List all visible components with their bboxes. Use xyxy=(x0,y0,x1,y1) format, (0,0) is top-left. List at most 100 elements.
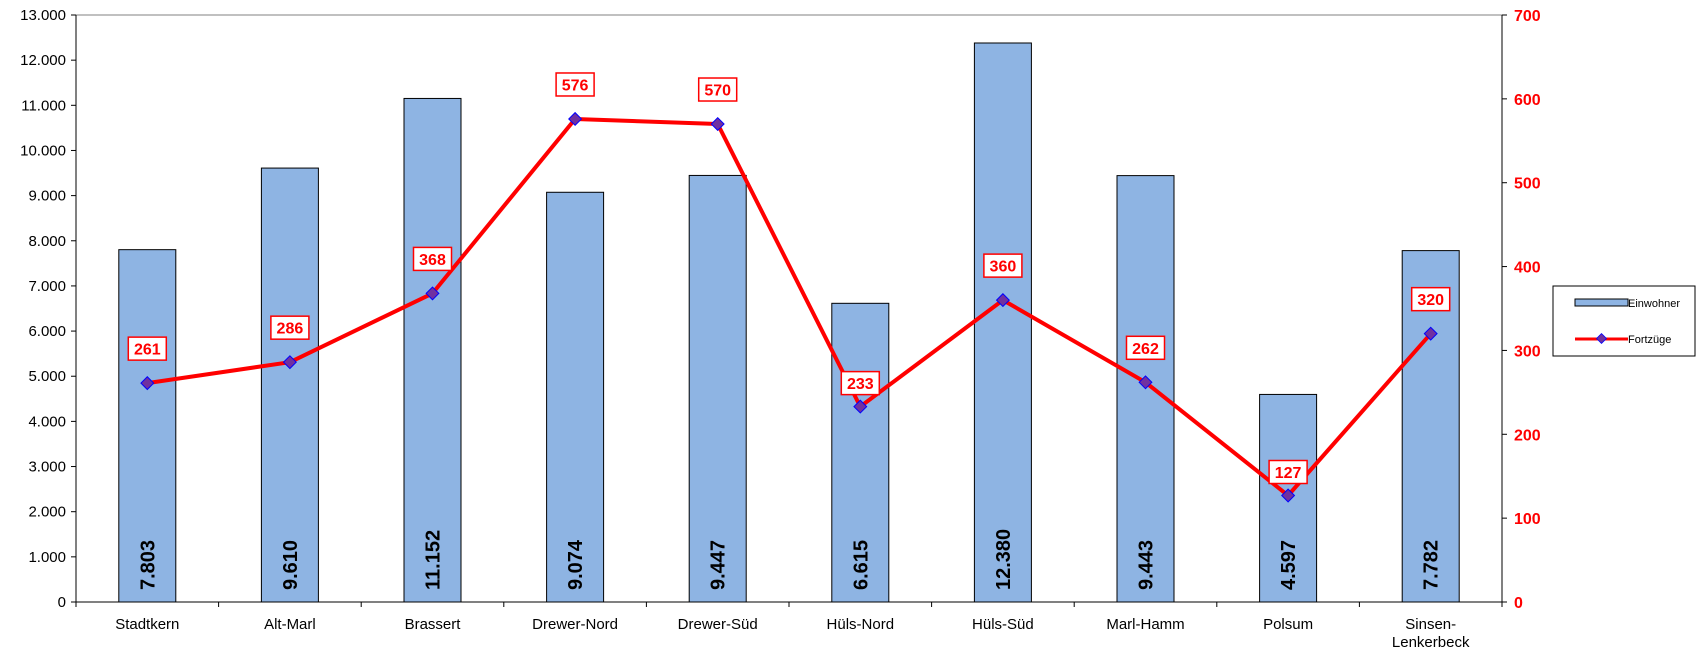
bar-value-label: 9.610 xyxy=(280,540,302,590)
line-value-box xyxy=(1410,286,1451,312)
line-point xyxy=(853,399,868,414)
y-left-tick-label: 10.000 xyxy=(20,142,66,159)
line-point xyxy=(1281,488,1296,503)
line-value-label: 127 xyxy=(1275,465,1302,482)
x-tick-label: Brassert xyxy=(405,616,462,633)
bar xyxy=(688,174,747,603)
bar-value-label: 7.803 xyxy=(137,540,159,590)
axes-layer: 0 1.000 2.000 3.000 4.000 5.000 6.000 7.000 8.00… xyxy=(20,7,1541,651)
y-left-tick-label: 1.000 xyxy=(28,549,66,566)
bar-value-label: 11.152 xyxy=(423,530,445,590)
line-value-label: 570 xyxy=(704,83,731,100)
line-point xyxy=(282,355,297,370)
x-tick-label-line: Brassert xyxy=(405,616,462,633)
y-left-tick-label: 7.000 xyxy=(28,278,66,295)
y-left-tick-label: 2.000 xyxy=(28,504,66,521)
x-tick-label: Marl-Hamm xyxy=(1106,616,1184,633)
line-value-box xyxy=(270,315,310,340)
bar xyxy=(403,97,462,603)
bar-value-label: 7.782 xyxy=(1421,540,1443,590)
x-tick-label-line: Hüls-Nord xyxy=(827,616,895,633)
bar-value-label: 9.447 xyxy=(708,540,730,590)
bar xyxy=(546,191,605,603)
y-right-tick-label: 700 xyxy=(1514,8,1541,25)
line-point xyxy=(425,286,440,301)
x-tick-label-line: Alt-Marl xyxy=(264,616,316,633)
bar xyxy=(118,249,177,603)
line-point xyxy=(1138,375,1153,390)
line-value-label: 262 xyxy=(1132,341,1159,358)
legend-label-fortzuege: Fortzüge xyxy=(1628,334,1671,346)
legend-label-einwohner: Einwohner xyxy=(1628,298,1680,310)
x-tick-label-line: Stadtkern xyxy=(115,616,179,633)
line-value-box xyxy=(412,246,453,272)
y-left-tick-label: 3.000 xyxy=(28,459,66,476)
x-tick-label-line: Lenkerbeck xyxy=(1392,634,1470,651)
line-value-label: 233 xyxy=(847,376,874,393)
line-value-box xyxy=(840,370,881,396)
x-tick-label-line: Sinsen- xyxy=(1405,616,1456,633)
y-left-tick-label: 12.000 xyxy=(20,52,66,69)
y-right-tick-label: 200 xyxy=(1514,427,1541,444)
x-tick-label: Hüls-Süd xyxy=(972,616,1034,633)
y-left-tick-label: 6.000 xyxy=(28,323,66,340)
line-point xyxy=(995,293,1010,308)
line-value-label: 368 xyxy=(419,252,446,269)
y-left-tick-label: 0 xyxy=(58,594,66,611)
y-right-tick-label: 400 xyxy=(1514,260,1541,277)
x-tick-label-line: Drewer-Süd xyxy=(678,616,758,633)
x-tick-label: Stadtkern xyxy=(115,616,179,633)
bar-value-label: 9.443 xyxy=(1136,540,1158,590)
legend: Einwohner Fortzüge xyxy=(1552,285,1696,357)
x-tick-label: Drewer-Nord xyxy=(532,616,618,633)
y-right-tick-label: 100 xyxy=(1514,511,1541,528)
y-right-tick-label: 0 xyxy=(1514,595,1523,612)
x-tick-label: Alt-Marl xyxy=(264,616,316,633)
line-value-box xyxy=(555,72,595,97)
legend-swatch-einwohner xyxy=(1574,298,1629,307)
line-point xyxy=(140,376,155,391)
bar xyxy=(973,42,1032,603)
line-point xyxy=(568,111,583,127)
x-tick-label: Hüls-Nord xyxy=(827,616,895,633)
labels-layer: 7.803 9.610 11.152 9.074 9.447 6.615 12.380 9.4… xyxy=(127,72,1451,590)
y-left-tick-label: 13.000 xyxy=(20,7,66,24)
line-value-label: 576 xyxy=(562,77,589,94)
line-point xyxy=(710,116,725,132)
line-value-box xyxy=(697,77,738,102)
legend-marker-fortzuege xyxy=(1595,332,1608,345)
line-value-label: 360 xyxy=(990,259,1017,276)
line-value-box xyxy=(983,253,1023,278)
y-right-tick-label: 300 xyxy=(1514,343,1541,360)
y-left-tick-label: 11.000 xyxy=(21,97,66,114)
line-point xyxy=(1423,326,1438,341)
y-right-tick-label: 600 xyxy=(1514,92,1541,109)
y-right-tick-label: 500 xyxy=(1514,176,1541,193)
y-left-tick-label: 4.000 xyxy=(28,413,66,430)
bar-value-label: 12.380 xyxy=(993,529,1015,590)
x-tick-label-line: Hüls-Süd xyxy=(972,616,1034,633)
line-layer xyxy=(140,111,1438,503)
x-tick-label-line: Drewer-Nord xyxy=(532,616,618,633)
y-left-tick-label: 8.000 xyxy=(28,233,66,250)
line-value-label: 261 xyxy=(134,342,161,359)
line-fortzuege xyxy=(147,116,1433,498)
line-value-label: 286 xyxy=(277,321,304,338)
bars-layer xyxy=(118,42,1460,603)
bar xyxy=(260,167,319,603)
line-value-label: 320 xyxy=(1417,292,1444,309)
line-value-box xyxy=(127,336,168,361)
x-tick-label: Drewer-Süd xyxy=(678,616,758,633)
x-tick-label: Polsum xyxy=(1263,616,1313,633)
line-value-box xyxy=(1125,335,1166,361)
bar-value-label: 6.615 xyxy=(850,540,872,590)
bar-value-label: 4.597 xyxy=(1278,540,1300,590)
legend-box xyxy=(1552,285,1696,357)
y-left-tick-label: 5.000 xyxy=(28,368,66,385)
line-value-box xyxy=(1268,459,1308,485)
x-tick-label-line: Polsum xyxy=(1263,616,1313,633)
x-tick-label-line: Marl-Hamm xyxy=(1106,616,1184,633)
x-tick-label: Sinsen-Lenkerbeck xyxy=(1392,616,1470,651)
y-left-tick-label: 9.000 xyxy=(28,188,66,205)
